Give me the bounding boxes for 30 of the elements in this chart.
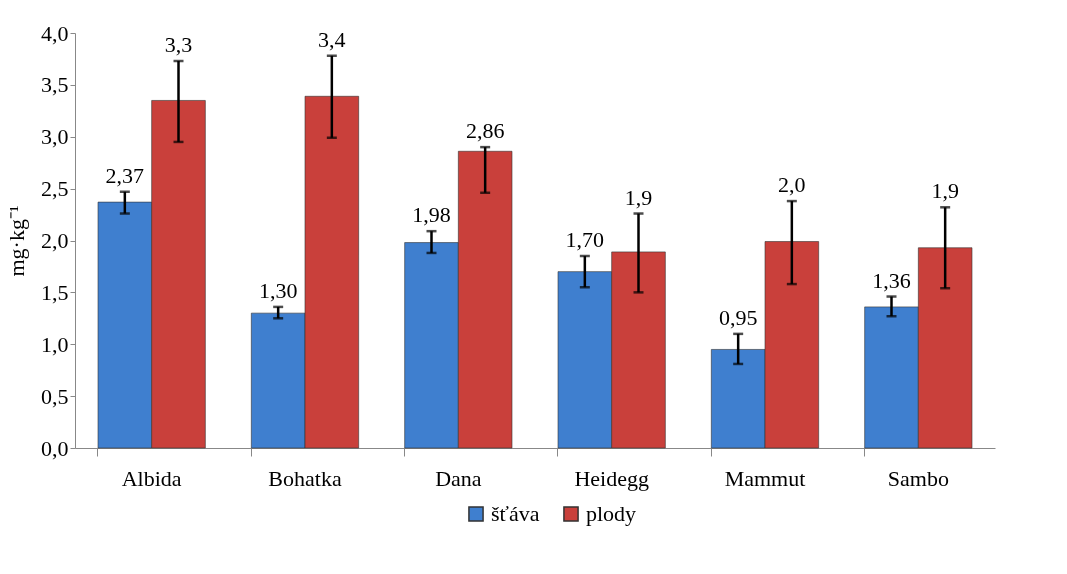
data-label: 1,9	[931, 178, 959, 204]
y-tick-label: 4,0	[41, 20, 69, 46]
y-axis-title: mg·kg⁻¹	[4, 205, 29, 277]
y-tick-label: 2,0	[41, 228, 69, 253]
data-label: 2,86	[465, 118, 505, 144]
y-tick-label: 3,0	[41, 124, 69, 150]
data-label: 0,95	[718, 304, 758, 330]
data-label: 2,0	[778, 172, 806, 198]
y-tick-label: 0,0	[41, 435, 69, 461]
x-tick-label: Sambo	[887, 465, 949, 491]
data-label: 1,98	[412, 202, 451, 228]
x-tick-label: Bohatka	[268, 465, 342, 491]
data-label: 3,4	[318, 26, 346, 52]
x-tick-label: Albida	[121, 465, 182, 491]
data-label: 1,9	[624, 184, 653, 210]
y-tick-label: 3,5	[41, 72, 69, 98]
legend-label: plody	[586, 501, 637, 526]
y-tick-label: 0,5	[41, 383, 69, 409]
data-label: 1,30	[258, 277, 298, 303]
data-label: 3,3	[164, 32, 193, 58]
y-tick-label: 1,5	[41, 279, 69, 305]
legend-label: šťáva	[491, 501, 540, 526]
data-label: 1,36	[872, 267, 911, 293]
x-tick-label: Mammut	[724, 465, 806, 491]
y-tick-label: 1,0	[41, 331, 69, 357]
y-tick-label: 2,5	[41, 176, 69, 202]
data-label: 1,70	[565, 227, 605, 253]
x-tick-label: Dana	[435, 465, 482, 491]
data-label: 2,37	[105, 162, 145, 188]
x-tick-label: Heidegg	[574, 465, 649, 491]
